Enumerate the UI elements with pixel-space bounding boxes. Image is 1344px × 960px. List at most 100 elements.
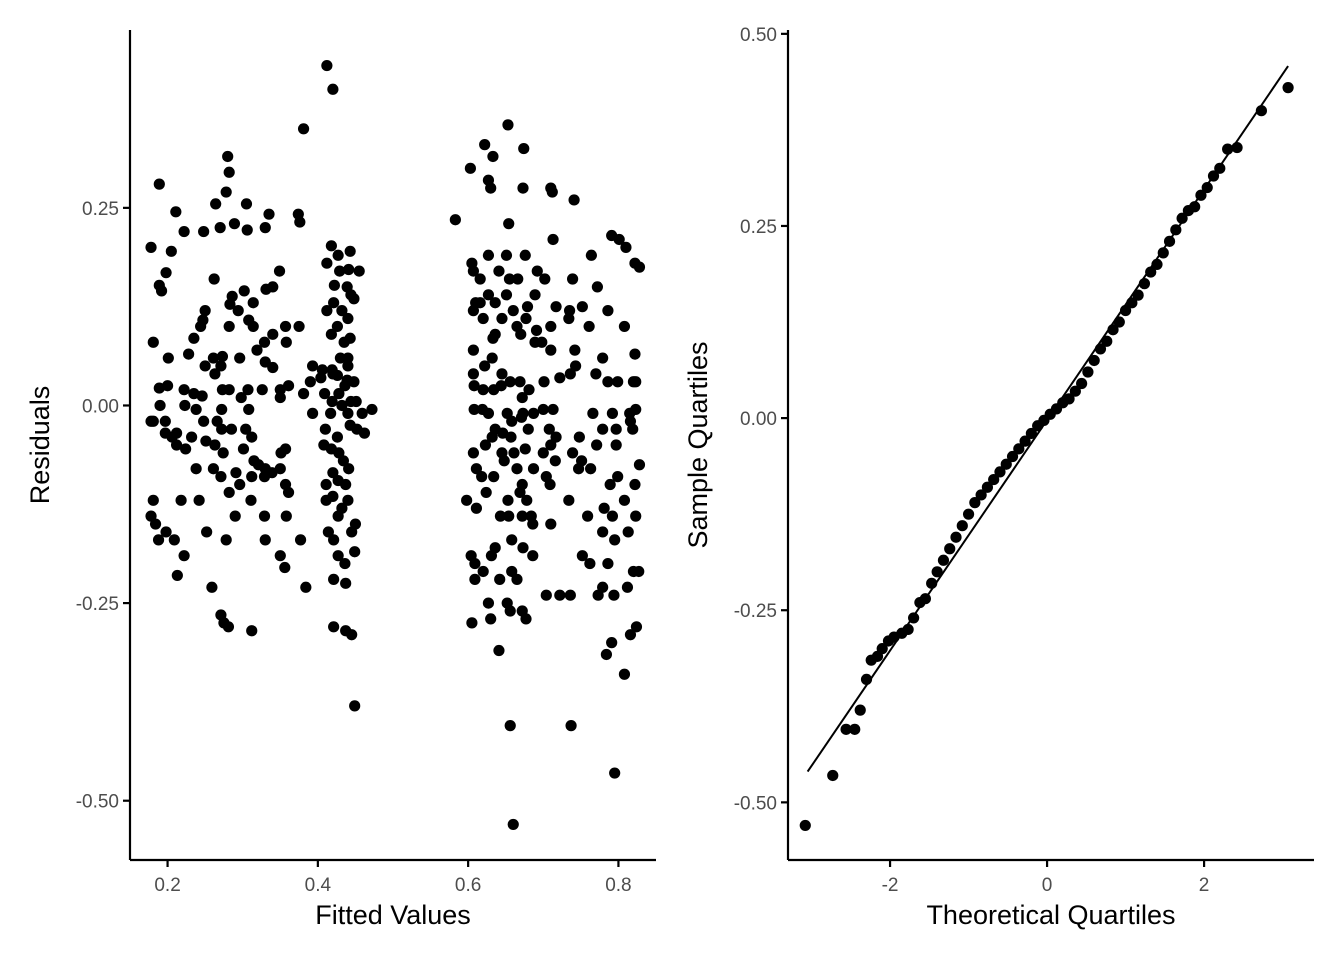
data-point	[356, 407, 368, 419]
data-point	[994, 466, 1006, 478]
data-point	[517, 407, 529, 419]
data-point	[1214, 162, 1226, 174]
data-point	[630, 510, 642, 522]
data-point	[1000, 458, 1012, 470]
data-point	[325, 328, 337, 340]
data-point	[153, 178, 165, 190]
data-point	[208, 273, 220, 285]
data-point	[348, 376, 360, 388]
data-point	[220, 186, 232, 198]
data-point	[630, 376, 642, 388]
data-point	[234, 352, 246, 364]
x-ticks: -2 0 2	[882, 860, 1210, 896]
data-point	[547, 403, 559, 416]
data-point	[343, 463, 355, 475]
data-point	[209, 439, 221, 451]
data-point	[487, 332, 499, 344]
data-point	[273, 265, 286, 277]
data-point	[168, 534, 180, 546]
data-point	[469, 573, 481, 585]
data-point	[326, 395, 338, 408]
x-tick-label: 0.8	[605, 875, 631, 896]
data-point	[629, 478, 641, 491]
data-point	[550, 431, 562, 443]
x-tick-label: 2	[1199, 875, 1210, 896]
data-point	[1069, 385, 1081, 397]
data-point	[956, 520, 968, 532]
data-point	[251, 344, 263, 356]
data-point	[545, 439, 557, 451]
data-point	[470, 502, 483, 514]
data-point	[854, 704, 866, 716]
data-point	[256, 384, 268, 396]
data-point	[216, 350, 229, 363]
data-point	[612, 376, 624, 388]
data-point	[304, 376, 316, 388]
data-point	[294, 216, 306, 228]
data-point	[348, 293, 360, 305]
data-point	[511, 573, 523, 585]
data-point	[154, 399, 166, 412]
data-point	[327, 467, 339, 479]
data-point	[926, 577, 938, 589]
data-point	[520, 312, 532, 325]
data-point	[199, 305, 211, 317]
data-point	[1282, 82, 1294, 94]
data-point	[259, 222, 271, 234]
x-tick-label: 0.6	[455, 875, 481, 896]
data-point	[1025, 427, 1037, 440]
data-point	[503, 273, 516, 285]
data-point	[520, 613, 532, 625]
data-point	[152, 534, 165, 546]
data-point	[573, 463, 585, 475]
data-point	[223, 486, 235, 499]
data-point	[155, 285, 168, 297]
data-point	[246, 471, 258, 483]
data-point	[328, 279, 340, 291]
data-point	[479, 360, 491, 372]
data-point	[583, 320, 595, 333]
data-point	[325, 407, 337, 419]
data-point	[482, 289, 495, 301]
data-point	[633, 565, 645, 578]
data-point	[564, 368, 576, 380]
data-point	[565, 720, 577, 732]
data-point	[521, 301, 534, 313]
data-point	[506, 534, 518, 546]
data-point	[467, 447, 480, 459]
data-point	[486, 352, 498, 364]
data-point	[161, 380, 174, 392]
data-point	[321, 59, 333, 72]
data-point	[358, 427, 371, 439]
data-point	[610, 439, 622, 451]
data-point	[515, 328, 527, 340]
data-point	[486, 431, 498, 443]
data-point	[342, 312, 354, 325]
data-point	[494, 510, 507, 522]
data-point	[489, 542, 501, 554]
data-point	[474, 297, 486, 309]
data-point	[229, 510, 241, 522]
data-point	[545, 518, 557, 530]
data-point	[620, 241, 632, 253]
data-point	[1138, 278, 1151, 290]
data-point	[516, 391, 528, 404]
data-point	[569, 360, 582, 372]
data-point	[618, 320, 631, 333]
data-point	[346, 629, 358, 641]
data-point	[196, 390, 208, 402]
data-point	[327, 490, 339, 502]
x-tick-label: 0.4	[305, 875, 332, 896]
x-tick-label: -2	[882, 875, 899, 896]
data-point	[568, 194, 580, 206]
data-point	[480, 486, 492, 499]
data-point	[353, 265, 365, 277]
data-point	[1088, 354, 1100, 367]
data-point	[590, 368, 602, 380]
data-point	[1170, 224, 1182, 236]
data-point	[531, 265, 543, 277]
data-point	[319, 388, 331, 400]
y-tick-label: 0.50	[740, 25, 777, 46]
data-point	[1207, 170, 1220, 182]
data-point	[633, 261, 646, 273]
